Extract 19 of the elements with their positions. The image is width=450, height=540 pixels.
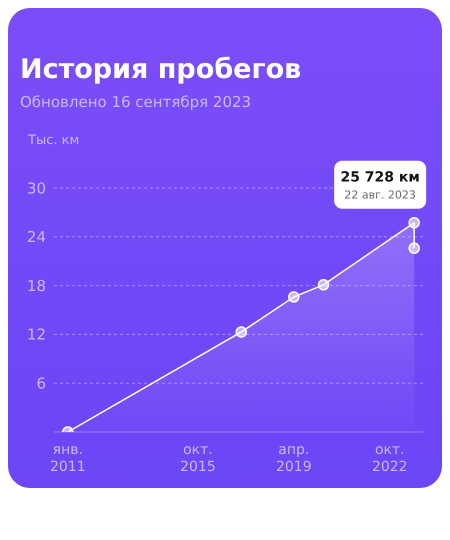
chart-subtitle: Обновлено 16 сентября 2023 — [20, 93, 252, 111]
y-tick-label: 12 — [26, 326, 46, 344]
annotation: 25 728 км — [340, 170, 420, 186]
point — [318, 279, 330, 291]
x-tick-label: апр. 2019 — [276, 442, 312, 475]
point — [236, 326, 248, 338]
annotation: 22 авг. 2023 — [344, 188, 416, 202]
y-tick-label: 30 — [26, 179, 46, 198]
x-tick-label: янв. 2011 — [50, 442, 86, 475]
y-tick-label: 18 — [26, 276, 46, 295]
y-tick-label: 6 — [36, 374, 46, 393]
x-tick-label: окт. 2022 — [372, 442, 408, 475]
y-axis-title: Тыс. км — [28, 133, 80, 148]
y-tick-label: 24 — [26, 228, 46, 246]
point — [408, 216, 420, 228]
x-tick-label: окт. 2015 — [180, 442, 216, 475]
point — [288, 291, 300, 303]
chart-title: История пробегов — [20, 54, 302, 85]
point — [408, 242, 420, 254]
